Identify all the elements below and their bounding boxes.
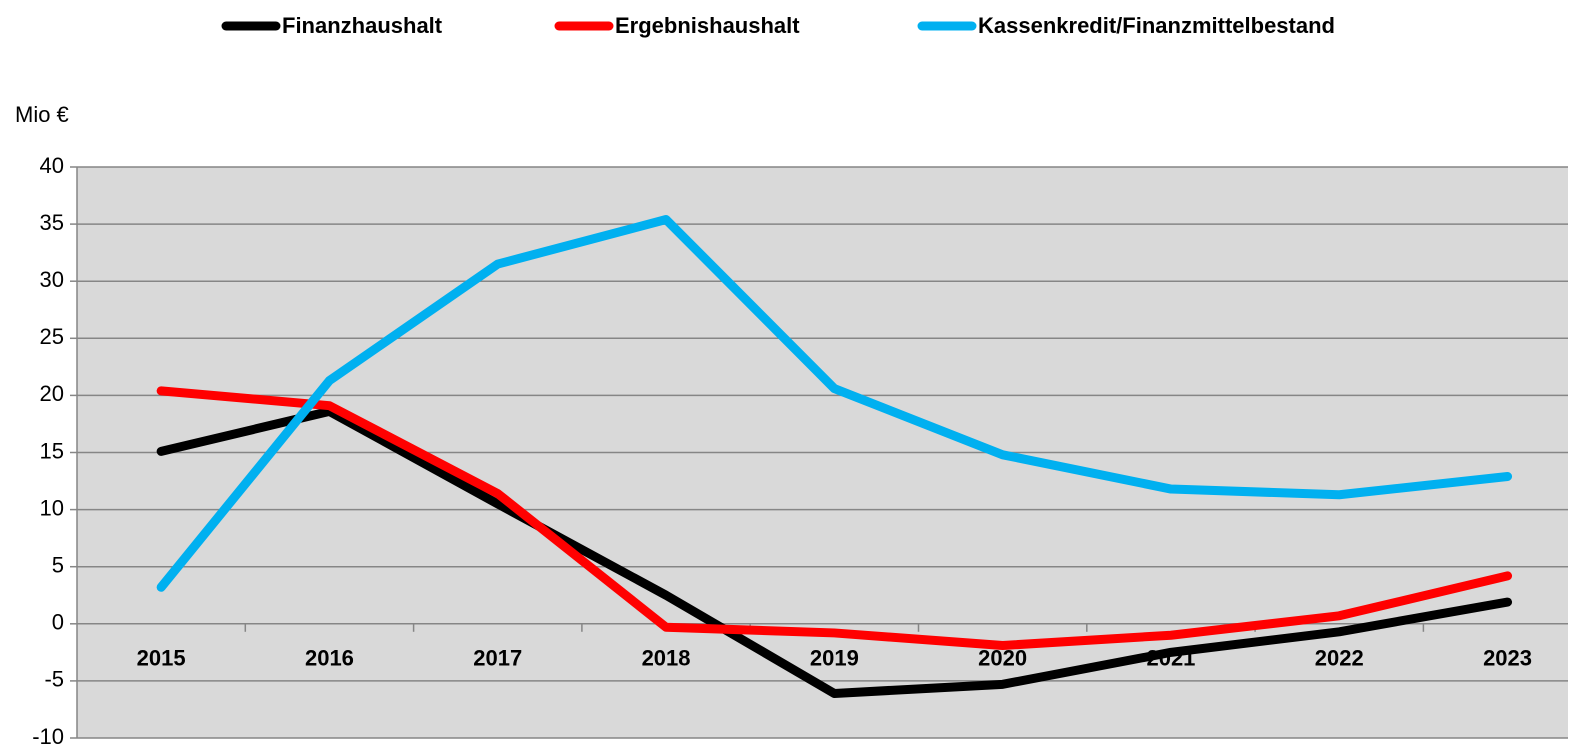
x-tick-label: 2015 [137,646,186,671]
y-axis-label: Mio € [15,102,69,127]
series-line [156,215,1513,592]
y-tick-label: 30 [40,267,64,292]
x-tick-label: 2022 [1315,646,1364,671]
legend-label: Finanzhaushalt [282,13,443,38]
x-tick-label: 2019 [810,646,859,671]
y-tick-label: 15 [40,438,64,463]
y-tick-label: 40 [40,153,64,178]
y-tick-label: 20 [40,381,64,406]
y-tick-label: -10 [32,724,64,749]
y-tick-label: 25 [40,324,64,349]
y-tick-label: 10 [40,495,64,520]
y-tick-label: -5 [44,667,64,692]
series-line [156,386,1513,650]
y-tick-label: 0 [52,610,64,635]
legend-label: Kassenkredit/Finanzmittelbestand [978,13,1335,38]
x-tick-label: 2023 [1483,646,1532,671]
y-tick-label: 35 [40,210,64,235]
x-tick-label: 2017 [473,646,522,671]
x-tick-label: 2016 [305,646,354,671]
series-line [156,406,1513,698]
y-tick-label: 5 [52,553,64,578]
x-tick-label: 2018 [642,646,691,671]
legend-label: Ergebnishaushalt [615,13,800,38]
